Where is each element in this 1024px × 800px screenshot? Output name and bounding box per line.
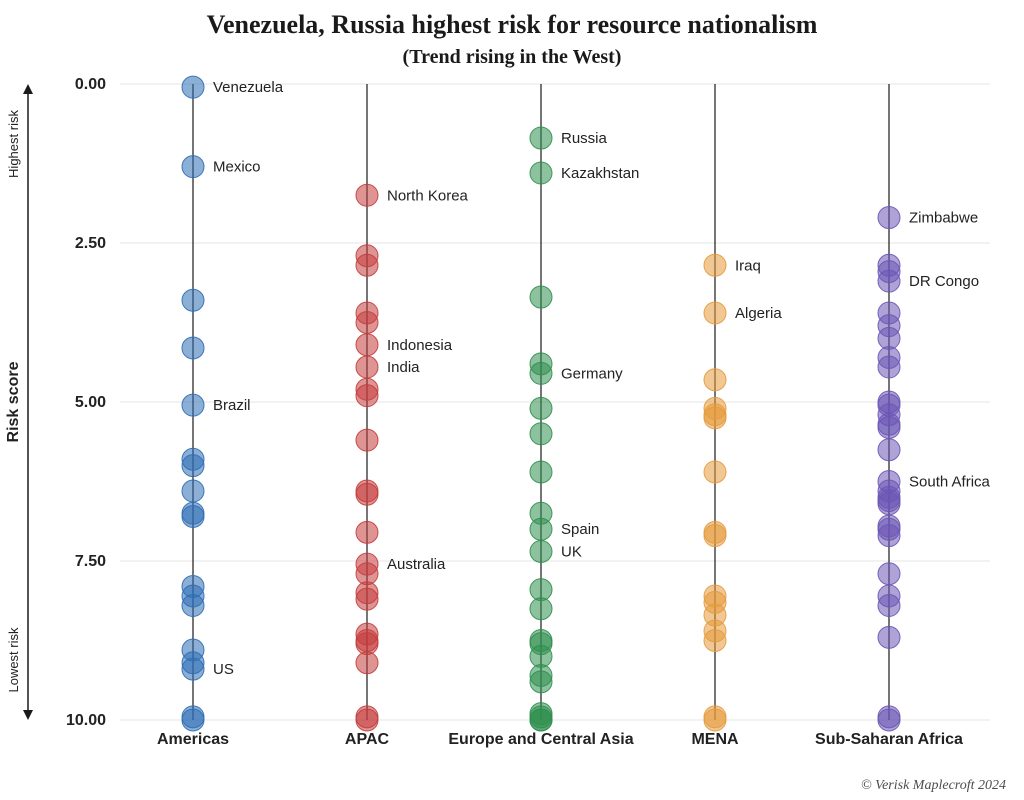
data-point — [878, 439, 900, 461]
data-point-label: Algeria — [735, 305, 782, 322]
data-point-label: Russia — [561, 130, 608, 147]
data-point-label: UK — [561, 543, 582, 560]
plot-area: 0.002.505.007.5010.00VenezuelaMexicoBraz… — [120, 84, 990, 720]
data-point — [530, 362, 552, 384]
highest-risk-label: Highest risk — [6, 110, 21, 178]
data-point — [356, 385, 378, 407]
y-axis-guide: Highest risk Lowest risk Risk score — [0, 84, 120, 720]
data-point — [530, 518, 552, 540]
data-point-label: Spain — [561, 521, 599, 538]
data-point-label: Kazakhstan — [561, 165, 639, 182]
data-point-label: US — [213, 661, 234, 678]
data-point — [356, 709, 378, 731]
data-point — [878, 416, 900, 438]
scatter-plot-svg: 0.002.505.007.5010.00VenezuelaMexicoBraz… — [120, 84, 990, 760]
chart-title: Venezuela, Russia highest risk for resou… — [0, 10, 1024, 40]
data-point — [704, 407, 726, 429]
data-point — [704, 709, 726, 731]
data-point — [530, 162, 552, 184]
data-point — [704, 302, 726, 324]
data-point — [530, 671, 552, 693]
data-point — [182, 505, 204, 527]
data-point — [530, 397, 552, 419]
data-point — [530, 286, 552, 308]
data-point-label: Venezuela — [213, 79, 284, 96]
data-point — [182, 480, 204, 502]
category-label: MENA — [691, 731, 739, 748]
data-point — [182, 76, 204, 98]
data-point-label: India — [387, 359, 420, 376]
category-label: Americas — [157, 731, 229, 748]
data-point — [182, 658, 204, 680]
data-point — [356, 588, 378, 610]
data-point — [878, 270, 900, 292]
data-point-label: DR Congo — [909, 273, 979, 290]
category-label: APAC — [345, 731, 390, 748]
data-point — [530, 598, 552, 620]
lowest-risk-label: Lowest risk — [6, 627, 21, 693]
data-point — [182, 455, 204, 477]
data-point — [878, 709, 900, 731]
data-point — [704, 461, 726, 483]
data-point — [356, 652, 378, 674]
chart-credit: © Verisk Maplecroft 2024 — [861, 778, 1006, 794]
data-point-label: Mexico — [213, 159, 261, 176]
data-point — [356, 521, 378, 543]
data-point-label: Germany — [561, 365, 623, 382]
data-point — [530, 709, 552, 731]
data-point — [356, 254, 378, 276]
data-point-label: Australia — [387, 556, 446, 573]
data-point — [530, 127, 552, 149]
data-point — [182, 289, 204, 311]
data-point — [356, 312, 378, 334]
data-point — [878, 207, 900, 229]
data-point-label: Brazil — [213, 397, 251, 414]
category-label: Sub-Saharan Africa — [815, 731, 963, 748]
data-point — [704, 630, 726, 652]
data-point — [182, 337, 204, 359]
arrowhead-bottom-icon — [23, 710, 33, 720]
data-point — [704, 254, 726, 276]
data-point-label: Iraq — [735, 257, 761, 274]
data-point-label: Zimbabwe — [909, 210, 978, 227]
data-point — [878, 356, 900, 378]
data-point — [356, 334, 378, 356]
data-point-label: North Korea — [387, 187, 469, 204]
data-point — [182, 394, 204, 416]
data-point — [878, 493, 900, 515]
data-point — [704, 525, 726, 547]
data-point — [530, 423, 552, 445]
data-point — [356, 429, 378, 451]
data-point — [182, 595, 204, 617]
data-point — [182, 156, 204, 178]
data-point-label: South Africa — [909, 474, 991, 491]
chart-container: Venezuela, Russia highest risk for resou… — [0, 0, 1024, 800]
chart-subtitle: (Trend rising in the West) — [0, 46, 1024, 69]
data-point — [530, 461, 552, 483]
data-point — [356, 356, 378, 378]
data-point — [356, 184, 378, 206]
y-axis-title: Risk score — [5, 361, 22, 442]
data-point — [878, 595, 900, 617]
data-point — [704, 369, 726, 391]
data-point — [356, 483, 378, 505]
data-point — [878, 525, 900, 547]
data-point — [182, 709, 204, 731]
data-point — [878, 563, 900, 585]
data-point — [878, 626, 900, 648]
data-point-label: Indonesia — [387, 337, 453, 354]
data-point — [530, 540, 552, 562]
category-label: Europe and Central Asia — [448, 731, 633, 748]
arrowhead-top-icon — [23, 84, 33, 94]
